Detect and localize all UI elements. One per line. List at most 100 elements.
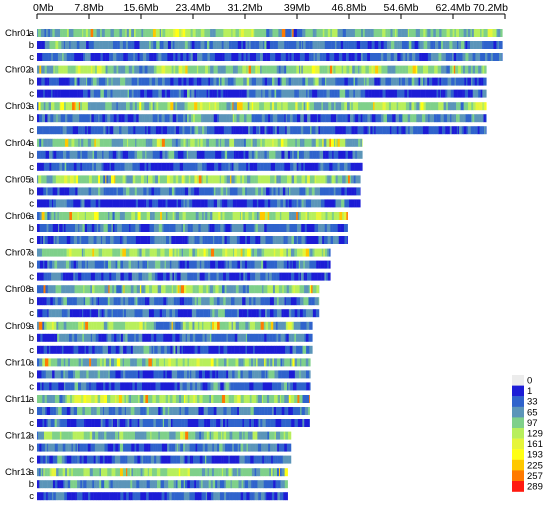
density-bin [146, 53, 150, 61]
density-bin [271, 345, 275, 354]
density-bin [191, 419, 194, 427]
density-bin [327, 212, 331, 220]
density-bin [241, 358, 244, 367]
density-bin [221, 150, 226, 159]
density-bin [296, 382, 301, 391]
density-bin [165, 370, 168, 379]
density-bin [63, 321, 67, 330]
density-bin [232, 248, 235, 257]
density-bin [255, 212, 258, 220]
density-bin [259, 102, 262, 111]
density-bin [293, 53, 296, 61]
density-bin [223, 272, 227, 281]
density-bin [425, 65, 429, 74]
density-bin [165, 333, 169, 342]
density-track [37, 248, 331, 257]
density-bin [155, 395, 160, 403]
density-bin [265, 236, 268, 244]
density-bin [283, 395, 285, 403]
density-bin [269, 395, 271, 403]
density-bin [126, 309, 129, 318]
density-bin [331, 212, 335, 220]
density-bin [149, 102, 151, 111]
density-bin [72, 89, 75, 98]
density-bin [252, 248, 255, 257]
density-bin [125, 150, 127, 159]
density-bin [39, 297, 43, 306]
density-bin [76, 162, 79, 171]
density-bin [154, 138, 158, 147]
density-bin [41, 41, 44, 49]
density-bin [201, 419, 205, 427]
density-bin [300, 248, 303, 257]
density-bin [324, 41, 328, 49]
density-bin [149, 224, 152, 232]
density-bin [97, 297, 100, 306]
density-bin [179, 260, 183, 269]
density-bin [448, 53, 451, 61]
density-bin [67, 41, 70, 49]
density-bin [272, 29, 276, 37]
track-label: c [29, 52, 34, 63]
density-bin [146, 382, 148, 391]
density-bin [275, 419, 278, 427]
density-bin [73, 199, 77, 208]
density-bin [420, 89, 422, 98]
density-bin [192, 297, 195, 306]
density-bin [215, 150, 219, 159]
density-bin [243, 272, 246, 281]
density-bin [52, 138, 55, 147]
density-bin [432, 53, 436, 61]
density-bin [179, 382, 183, 391]
density-bin [213, 395, 217, 403]
density-bin [182, 65, 186, 74]
density-bin [335, 65, 340, 74]
density-bin [73, 345, 78, 354]
density-bin [226, 260, 228, 269]
density-bin [309, 248, 311, 257]
density-bin [227, 333, 230, 342]
density-bin [136, 187, 141, 196]
density-bin [41, 175, 43, 184]
density-bin [177, 248, 180, 257]
density-bin [185, 395, 188, 403]
density-bin [128, 345, 130, 354]
density-bin [206, 419, 211, 427]
density-bin [128, 65, 132, 74]
density-bin [180, 321, 184, 330]
density-bin [267, 175, 271, 184]
density-bin [82, 29, 84, 37]
density-bin [200, 333, 203, 342]
density-bin [110, 321, 114, 330]
density-bin [296, 199, 299, 208]
density-bin [113, 126, 117, 135]
density-bin [291, 321, 294, 330]
density-bin [240, 138, 243, 147]
density-bin [46, 162, 50, 171]
density-bin [230, 224, 233, 232]
density-bin [94, 370, 98, 379]
density-bin [52, 333, 55, 342]
density-bin [75, 212, 77, 220]
density-bin [71, 272, 74, 281]
density-bin [62, 29, 66, 37]
density-bin [73, 382, 76, 391]
density-bin [223, 333, 227, 342]
density-bin [123, 138, 125, 147]
density-bin [433, 41, 436, 49]
density-bin [76, 358, 79, 367]
density-bin [102, 272, 104, 281]
density-bin [247, 260, 251, 269]
density-bin [210, 212, 213, 220]
density-bin [263, 102, 268, 111]
density-bin [465, 77, 468, 86]
density-bin [264, 358, 266, 367]
density-bin [218, 77, 221, 86]
density-bin [481, 29, 484, 37]
density-bin [286, 114, 291, 123]
density-bin [420, 77, 422, 86]
density-bin [54, 199, 57, 208]
density-bin [204, 297, 209, 306]
density-bin [302, 321, 307, 330]
density-bin [268, 358, 271, 367]
